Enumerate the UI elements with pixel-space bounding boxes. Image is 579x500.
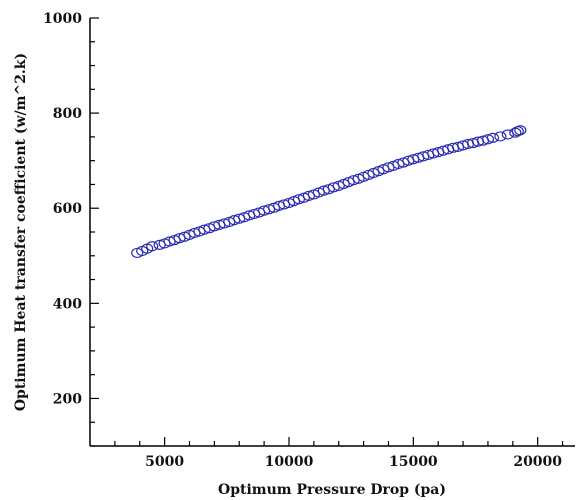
scatter-point — [146, 241, 159, 252]
scatter-point — [486, 132, 500, 143]
x-axis-label: Optimum Pressure Drop (pa) — [218, 482, 446, 498]
y-tick-label: 800 — [53, 106, 82, 122]
x-tick-label: 20000 — [513, 454, 562, 470]
axes — [89, 18, 575, 447]
y-tick-label: 200 — [53, 391, 82, 407]
scatter-point — [514, 125, 527, 136]
x-tick-label: 5000 — [145, 454, 184, 470]
ticks — [90, 17, 564, 447]
x-tick-label: 15000 — [389, 454, 438, 470]
y-axis-label: Optimum Heat transfer coefficient (w/m^2… — [13, 53, 29, 411]
scatter-point — [501, 129, 514, 140]
tick-labels: 5000 10000 15000 20000 200 400 600 800 1000 — [43, 11, 562, 470]
y-tick-label: 400 — [53, 296, 82, 312]
y-tick-label: 1000 — [43, 11, 82, 27]
scatter-point — [481, 134, 495, 145]
y-tick-label: 600 — [53, 201, 82, 217]
x-tick-label: 10000 — [265, 454, 314, 470]
scatter-markers — [131, 125, 527, 259]
scatter-point — [494, 131, 507, 142]
